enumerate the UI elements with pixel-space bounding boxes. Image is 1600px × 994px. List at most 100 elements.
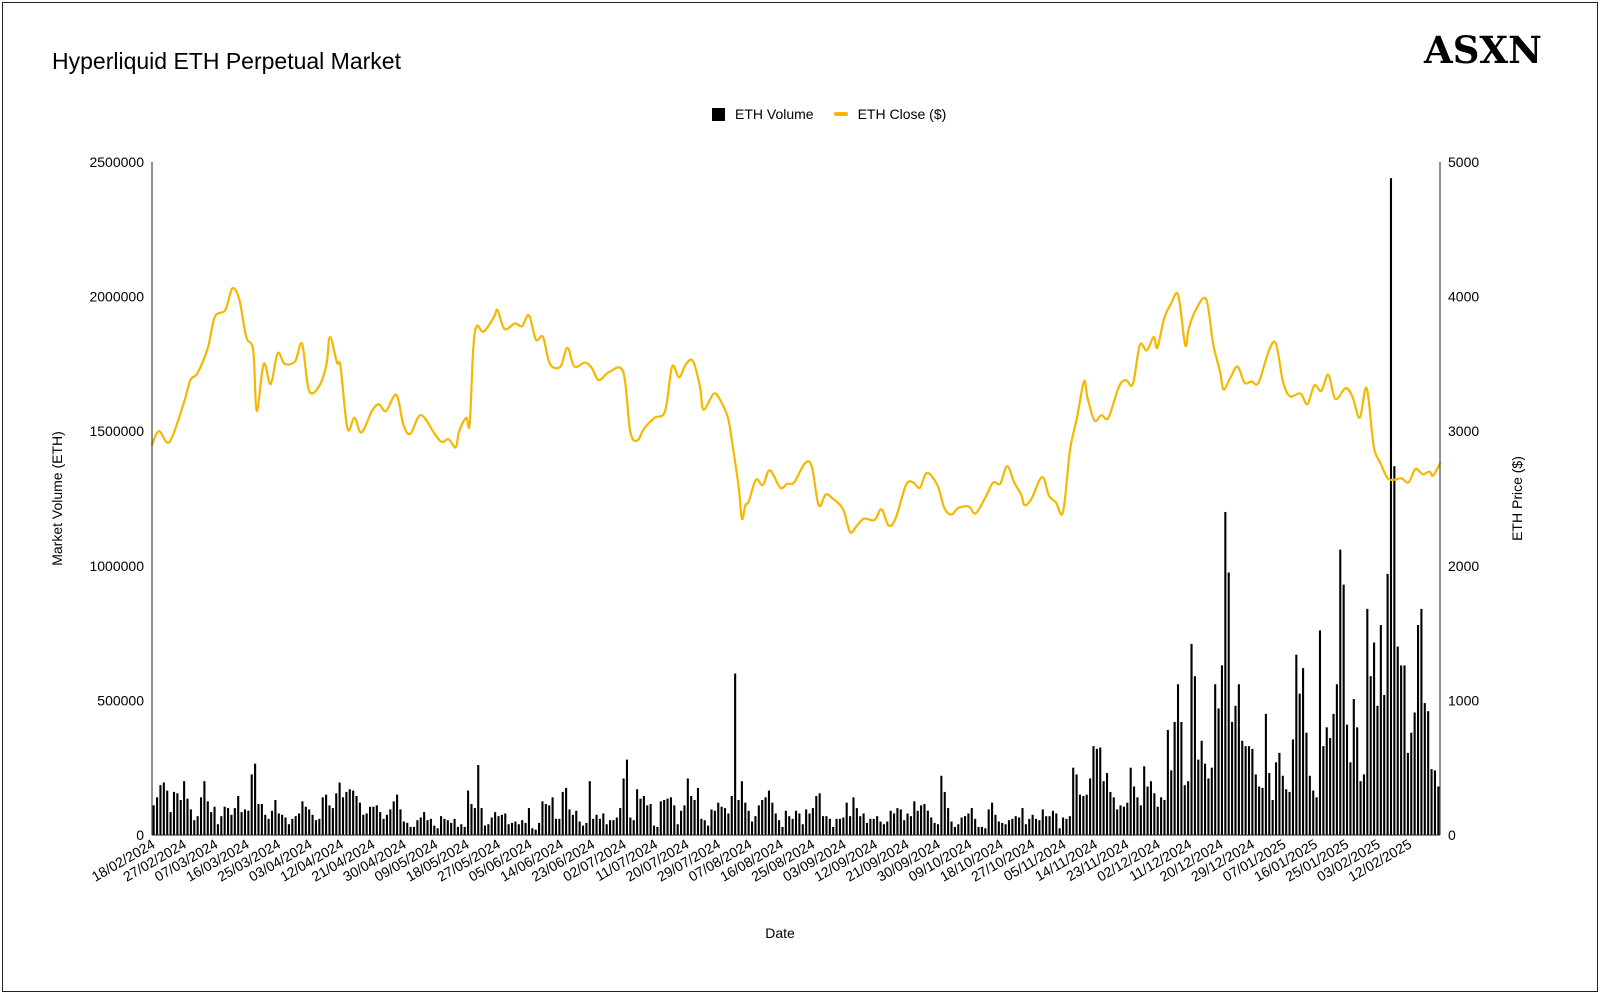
volume-bar (1265, 714, 1267, 835)
volume-bar (1387, 574, 1389, 835)
volume-bar (315, 820, 317, 835)
volume-bar (1123, 807, 1125, 835)
volume-bar (318, 819, 320, 835)
volume-bar (1272, 800, 1274, 835)
volume-bar (332, 808, 334, 835)
volume-bar (1305, 733, 1307, 835)
volume-bar (660, 801, 662, 835)
volume-bar (666, 799, 668, 835)
x-tick-labels: 18/02/202427/02/202407/03/202416/03/2024… (89, 836, 1414, 885)
volume-bar (572, 815, 574, 835)
volume-bar (602, 813, 604, 835)
volume-bar (366, 813, 368, 835)
volume-bar (849, 816, 851, 835)
volume-bar (295, 816, 297, 835)
volume-bar (1245, 746, 1247, 835)
volume-bar (443, 819, 445, 835)
volume-bar (1153, 793, 1155, 835)
volume-bar (487, 824, 489, 835)
volume-bar (792, 819, 794, 835)
volume-bar (1302, 668, 1304, 835)
volume-bar (339, 783, 341, 835)
volume-bar (457, 827, 459, 835)
volume-bar (1218, 708, 1220, 835)
volume-bar (1407, 753, 1409, 835)
volume-bar (1096, 749, 1098, 835)
volume-bar (1363, 774, 1365, 835)
volume-bar (1268, 773, 1270, 835)
volume-bar (1238, 684, 1240, 835)
volume-bar (768, 791, 770, 835)
left-y-tick-label: 1500000 (89, 423, 144, 439)
volume-bar (1410, 733, 1412, 835)
volume-bar (886, 822, 888, 835)
volume-bar (548, 805, 550, 835)
volume-bar (866, 823, 868, 835)
volume-bar (846, 803, 848, 835)
volume-bar (1025, 824, 1027, 835)
volume-bar (1360, 781, 1362, 835)
volume-bar (707, 826, 709, 835)
volume-bar (494, 812, 496, 835)
volume-bar (274, 800, 276, 835)
volume-bar (568, 809, 570, 835)
volume-bar (748, 811, 750, 835)
volume-bar (1197, 760, 1199, 835)
volume-bar (156, 797, 158, 835)
volume-bar (819, 793, 821, 835)
volume-bar (284, 818, 286, 836)
volume-bar (893, 813, 895, 835)
volume-bar (646, 805, 648, 835)
volume-bar (650, 804, 652, 835)
volume-bar (170, 812, 172, 835)
volume-bar (176, 793, 178, 835)
volume-bar (663, 800, 665, 835)
volume-bar (535, 830, 537, 835)
volume-bar (1434, 770, 1436, 835)
volume-bar (629, 818, 631, 836)
volume-bar (1109, 792, 1111, 835)
volume-bar (474, 808, 476, 835)
volume-bar (1116, 809, 1118, 835)
volume-bar (1133, 787, 1135, 835)
volume-bar (589, 781, 591, 835)
volume-bar (508, 824, 510, 835)
volume-bar (376, 805, 378, 835)
volume-bar (700, 819, 702, 835)
volume-bar (1285, 789, 1287, 835)
volume-bar (920, 805, 922, 835)
volume-bar (328, 805, 330, 835)
volume-bar (683, 805, 685, 835)
volume-bar (879, 822, 881, 835)
volume-bar (1261, 788, 1263, 835)
volume-bar (1163, 800, 1165, 835)
volume-bar (596, 815, 598, 835)
volume-bar (765, 797, 767, 835)
volume-bar (798, 813, 800, 835)
volume-bar (1343, 585, 1345, 835)
volume-bar (1184, 785, 1186, 835)
volume-bar (562, 792, 564, 835)
volume-bar (771, 803, 773, 835)
volume-bar (991, 803, 993, 835)
volume-bar (1201, 741, 1203, 835)
volume-bar (210, 812, 212, 835)
volume-bar (1001, 823, 1003, 835)
volume-bar (653, 826, 655, 835)
volume-bar (342, 797, 344, 835)
volume-bar (626, 760, 628, 835)
volume-bar (1312, 791, 1314, 835)
volume-bar (690, 796, 692, 835)
volume-bar (1018, 818, 1020, 836)
left-y-tick-label: 500000 (97, 692, 144, 708)
volume-bar (1332, 714, 1334, 835)
volume-bar (217, 824, 219, 835)
volume-bar (998, 822, 1000, 835)
volume-bar (1207, 778, 1209, 835)
volume-bar (978, 827, 980, 835)
volume-bar (220, 816, 222, 835)
volume-bar (1042, 809, 1044, 835)
volume-bar (1045, 816, 1047, 835)
volume-bar (386, 815, 388, 835)
volume-bar (1255, 774, 1257, 835)
